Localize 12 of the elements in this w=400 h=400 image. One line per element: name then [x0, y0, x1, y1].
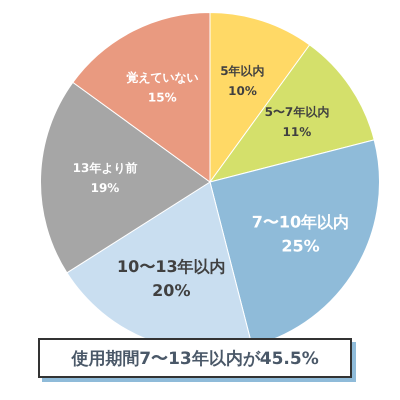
slice-label: 10〜13年以内 [117, 256, 226, 276]
data-label: 25% [281, 236, 320, 256]
data-label: 15% [148, 90, 177, 104]
slice-label: 7〜10年以内 [252, 212, 350, 232]
data-label: 20% [152, 280, 190, 300]
slice-label: 13年より前 [72, 160, 138, 175]
slice-label: 覚えていない [126, 70, 198, 84]
data-label: 11% [282, 125, 312, 140]
slice-label: 5年以内 [220, 64, 265, 78]
data-label: 19% [90, 180, 120, 195]
data-label: 10% [228, 84, 257, 98]
slice-label: 5〜7年以内 [264, 105, 330, 120]
